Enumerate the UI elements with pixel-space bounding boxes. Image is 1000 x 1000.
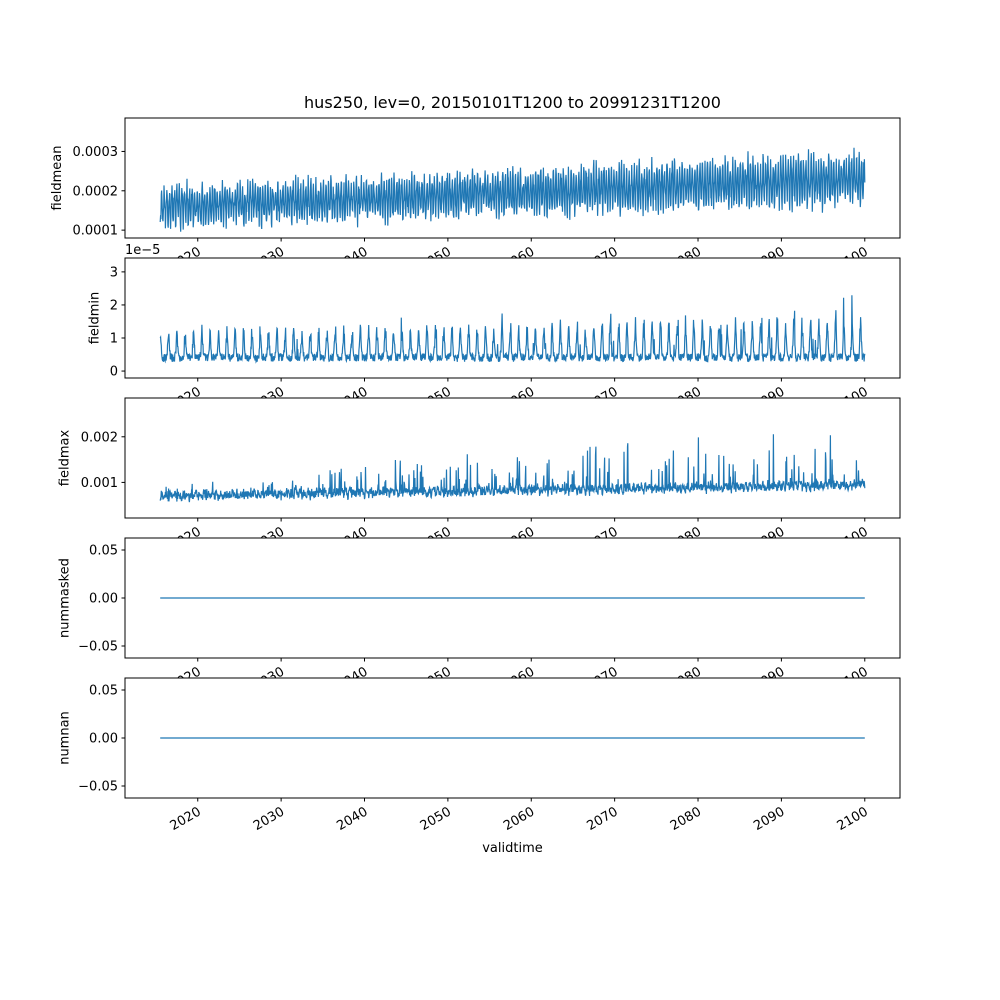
series-line-fieldmean <box>159 147 866 232</box>
y-tick-label: −0.05 <box>78 780 118 795</box>
axes-frame-fieldmin <box>124 257 901 379</box>
series-line-fieldmin <box>159 295 866 364</box>
y-tick-label: 0.0001 <box>73 224 119 239</box>
y-tick-label: 0 <box>110 365 118 380</box>
y-axis-label-fieldmean: fieldmean <box>50 146 65 211</box>
x-tick-label: 2070 <box>584 804 620 834</box>
x-tick-label: 2040 <box>334 804 370 834</box>
axes-frame-fieldmax <box>124 397 901 519</box>
subplot-fieldmax-bg <box>125 398 900 518</box>
y-axis-label-numnan: numnan <box>58 711 73 765</box>
y-tick-label: 0.001 <box>81 476 118 491</box>
x-tick-label: 2030 <box>251 804 287 834</box>
x-axis-label: validtime <box>482 841 543 856</box>
y-axis-label-fieldmax: fieldmax <box>58 430 73 487</box>
y-tick-label: −0.05 <box>78 640 118 655</box>
y-tick-label: 0.05 <box>89 544 118 559</box>
y-tick-label: 0.0002 <box>73 184 119 199</box>
y-tick-label: 0.00 <box>89 592 118 607</box>
y-tick-label: 2 <box>110 298 118 313</box>
x-tick-label: 2090 <box>751 804 787 834</box>
figure-title: hus250, lev=0, 20150101T1200 to 20991231… <box>304 93 721 112</box>
y-axis-offset-text: 1e−5 <box>125 243 160 258</box>
y-tick-label: 1 <box>110 332 118 347</box>
x-tick-label: 2020 <box>168 804 204 834</box>
series-line-fieldmax <box>159 434 866 503</box>
y-tick-label: 0.00 <box>89 732 118 747</box>
x-tick-label: 2050 <box>418 804 454 834</box>
x-tick-label: 2100 <box>835 804 871 834</box>
y-tick-label: 0.0003 <box>73 145 119 160</box>
y-axis-label-fieldmin: fieldmin <box>88 292 103 345</box>
y-tick-label: 0.002 <box>81 430 118 445</box>
x-tick-label: 2060 <box>501 804 537 834</box>
x-tick-label: 2080 <box>668 804 704 834</box>
y-tick-label: 3 <box>110 265 118 280</box>
y-axis-label-nummasked: nummasked <box>58 558 73 638</box>
y-tick-label: 0.05 <box>89 684 118 699</box>
axes-frame-fieldmean <box>124 117 901 239</box>
